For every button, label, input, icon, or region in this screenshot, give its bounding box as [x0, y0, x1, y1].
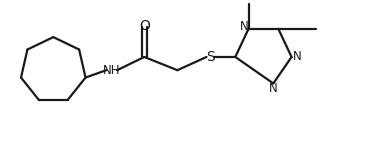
Text: N: N: [240, 20, 249, 33]
Text: S: S: [206, 50, 215, 64]
Text: N: N: [293, 50, 302, 64]
Text: N: N: [269, 82, 278, 95]
Text: NH: NH: [102, 64, 120, 77]
Text: O: O: [139, 19, 150, 32]
